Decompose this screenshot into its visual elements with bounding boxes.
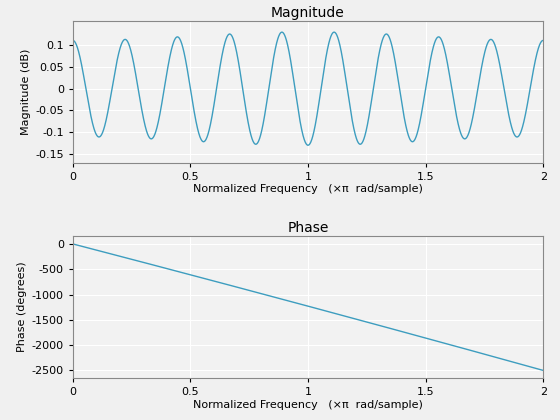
Title: Magnitude: Magnitude (271, 6, 345, 20)
Title: Phase: Phase (287, 221, 329, 235)
X-axis label: Normalized Frequency   (×π  rad/sample): Normalized Frequency (×π rad/sample) (193, 184, 423, 194)
Y-axis label: Phase (degrees): Phase (degrees) (17, 262, 27, 352)
Y-axis label: Magnitude (dB): Magnitude (dB) (21, 49, 31, 135)
X-axis label: Normalized Frequency   (×π  rad/sample): Normalized Frequency (×π rad/sample) (193, 400, 423, 410)
